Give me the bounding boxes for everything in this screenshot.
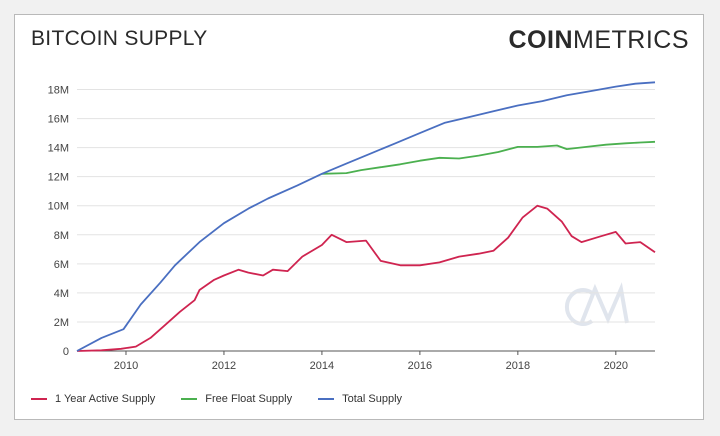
legend-swatch — [318, 398, 335, 400]
y-tick-label: 2M — [54, 317, 69, 329]
y-tick-label: 14M — [48, 143, 69, 155]
legend-item-free-float[interactable]: Free Float Supply — [181, 393, 292, 405]
legend-swatch — [31, 398, 47, 400]
legend-label: Free Float Supply — [205, 393, 293, 405]
series-line-1 — [321, 140, 656, 175]
x-tick-label: 2014 — [310, 360, 334, 372]
y-tick-label: 6M — [54, 259, 69, 271]
x-tick-label: 2016 — [408, 360, 432, 372]
y-tick-label: 18M — [48, 85, 69, 97]
y-tick-label: 0 — [63, 346, 69, 358]
chart-legend: 1 Year Active Supply Free Float Supply T… — [31, 393, 402, 405]
y-tick-label: 4M — [54, 288, 69, 300]
legend-item-total[interactable]: Total Supply — [318, 393, 402, 405]
x-tick-label: 2020 — [604, 360, 628, 372]
y-tick-label: 8M — [54, 230, 69, 242]
y-tick-label: 10M — [48, 201, 69, 213]
chart-title: BITCOIN SUPPLY — [31, 27, 208, 50]
y-tick-label: 16M — [48, 114, 69, 126]
y-tick-label: 12M — [48, 172, 69, 184]
x-tick-label: 2010 — [114, 360, 138, 372]
legend-item-active[interactable]: 1 Year Active Supply — [31, 393, 155, 405]
series-line-2 — [76, 81, 656, 352]
brand-logo-bold: COIN — [508, 26, 573, 54]
brand-logo: COINMETRICS — [509, 26, 690, 55]
legend-label: 1 Year Active Supply — [55, 393, 156, 405]
x-tick-label: 2018 — [506, 360, 530, 372]
legend-swatch — [181, 398, 198, 400]
watermark-logo — [564, 282, 629, 326]
chart-card: BITCOIN SUPPLY COINMETRICS 0 2M 4M 6M 8M 10M 1… — [14, 14, 704, 420]
x-tick-label: 2012 — [212, 360, 236, 372]
series-line-0 — [76, 204, 656, 352]
legend-label: Total Supply — [342, 393, 403, 405]
brand-logo-light: METRICS — [573, 26, 689, 54]
chart-plot: 0 2M 4M 6M 8M 10M 12M 14M 16M 18M 2010 2012 2014 2016… — [48, 81, 656, 372]
